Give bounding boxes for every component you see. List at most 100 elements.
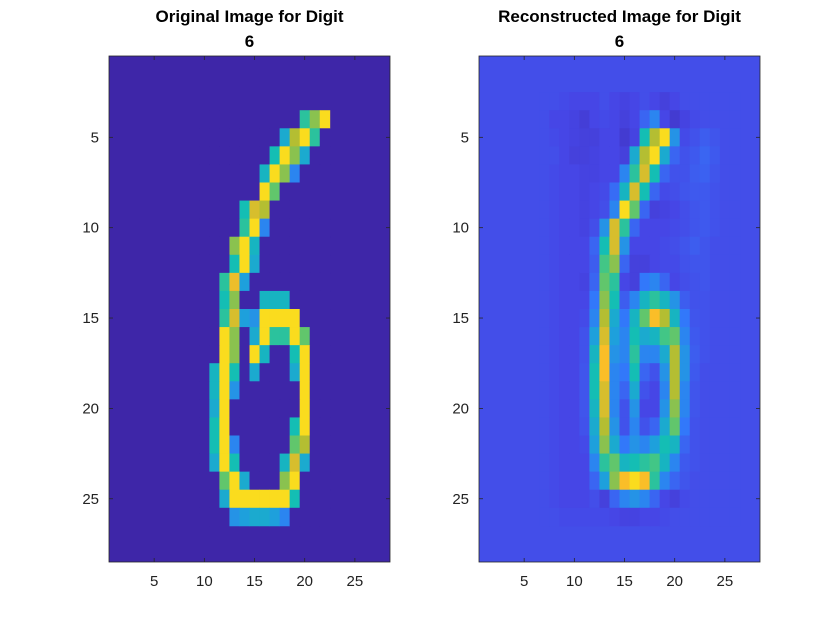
heatmap-cell [239,218,250,238]
heatmap-cell [629,236,640,256]
x-tick-label: 20 [296,573,313,590]
heatmap-cell [709,399,721,418]
heatmap-cell [309,146,321,165]
heatmap-cell [619,345,630,364]
heatmap-cell [309,471,321,491]
heatmap-cell [669,200,681,220]
heatmap-cell [709,164,721,183]
heatmap-cell [589,92,600,111]
heatmap-cell [209,164,220,183]
heatmap-cell [699,453,711,473]
heatmap-cell [699,182,711,201]
heatmap-cell [229,345,240,364]
heatmap-cell [689,200,701,220]
heatmap-cell [599,272,610,292]
heatmap-cell [559,435,570,454]
heatmap-cell [549,327,560,346]
heatmap-cell [689,327,701,346]
heatmap-cell [229,435,240,454]
heatmap-cell [299,345,311,364]
heatmap-cell [319,146,331,165]
heatmap-cell [249,200,260,220]
heatmap-cell [639,218,651,238]
heatmap-cell [199,236,210,256]
heatmap-cell [249,489,260,509]
heatmap-cell [659,236,671,256]
heatmap-cell [219,363,230,382]
heatmap-cell [659,182,671,201]
heatmap-cell [219,309,230,328]
heatmap-cell [269,507,281,527]
heatmap-cell [589,272,600,292]
axes-box [478,55,761,563]
heatmap-cell [299,200,311,220]
heatmap-cell [719,327,731,346]
heatmap-cell [609,381,620,400]
heatmap-cell [269,200,281,220]
heatmap-cell [229,453,240,473]
heatmap-cell [589,363,600,382]
heatmap-cell [549,471,560,491]
heatmap-cell [249,327,260,346]
heatmap-cell [719,200,731,220]
heatmap-cell [259,489,270,509]
heatmap-cell [599,381,610,400]
heatmap-cell [239,110,250,129]
heatmap-cell [609,290,620,310]
heatmap-cell [669,417,681,436]
heatmap-cell [309,363,321,382]
heatmap-cell [229,363,240,382]
heatmap-cell [699,309,711,328]
heatmap-cell [729,110,741,129]
heatmap-cell [199,218,210,238]
heatmap-cell [259,327,270,346]
heatmap-cell [579,236,590,256]
heatmap-cell [289,200,301,220]
heatmap-cell [649,309,661,328]
heatmap-cell [639,507,651,527]
heatmap-cell [639,471,651,491]
heatmap-cell [569,182,580,201]
heatmap-cell [699,110,711,129]
heatmap-cell [599,453,610,473]
heatmap-cell [219,182,230,201]
heatmap-cell [649,381,661,400]
heatmap-cell [659,200,671,220]
heatmap-cell [569,272,580,292]
heatmap-cell [539,453,550,473]
chart-title-line: Original Image for Digit [156,7,344,26]
heatmap-cell [199,290,210,310]
heatmap-cell [559,327,570,346]
heatmap-cell [229,218,240,238]
heatmap-cell [669,453,681,473]
heatmap-cell [569,164,580,183]
chart-title-line: 6 [615,32,624,51]
heatmap-cell [309,453,321,473]
heatmap-cell [639,489,651,509]
heatmap-cell [549,417,560,436]
heatmap-cell [289,507,301,527]
heatmap-cell [299,363,311,382]
heatmap-cell [679,110,691,129]
heatmap-cell [259,254,270,274]
heatmap-cell [669,290,681,310]
heatmap-cell [539,164,550,183]
heatmap-cell [209,182,220,201]
heatmap-cell [609,453,620,473]
heatmap-cell [589,164,600,183]
heatmap-cell [539,507,550,527]
heatmap-cell [279,182,291,201]
heatmap-cell [589,236,600,256]
heatmap-cell [229,146,240,165]
heatmap-cell [209,146,220,165]
heatmap-cell [559,507,570,527]
heatmap-cell [249,363,260,382]
heatmap-cell [279,327,291,346]
y-tick-label: 20 [452,400,469,417]
heatmap-cell [259,471,270,491]
heatmap-cell [289,128,301,147]
heatmap-cell [199,489,210,509]
heatmap-cell [639,272,651,292]
heatmap-cell [539,200,550,220]
heatmap-cell [699,236,711,256]
